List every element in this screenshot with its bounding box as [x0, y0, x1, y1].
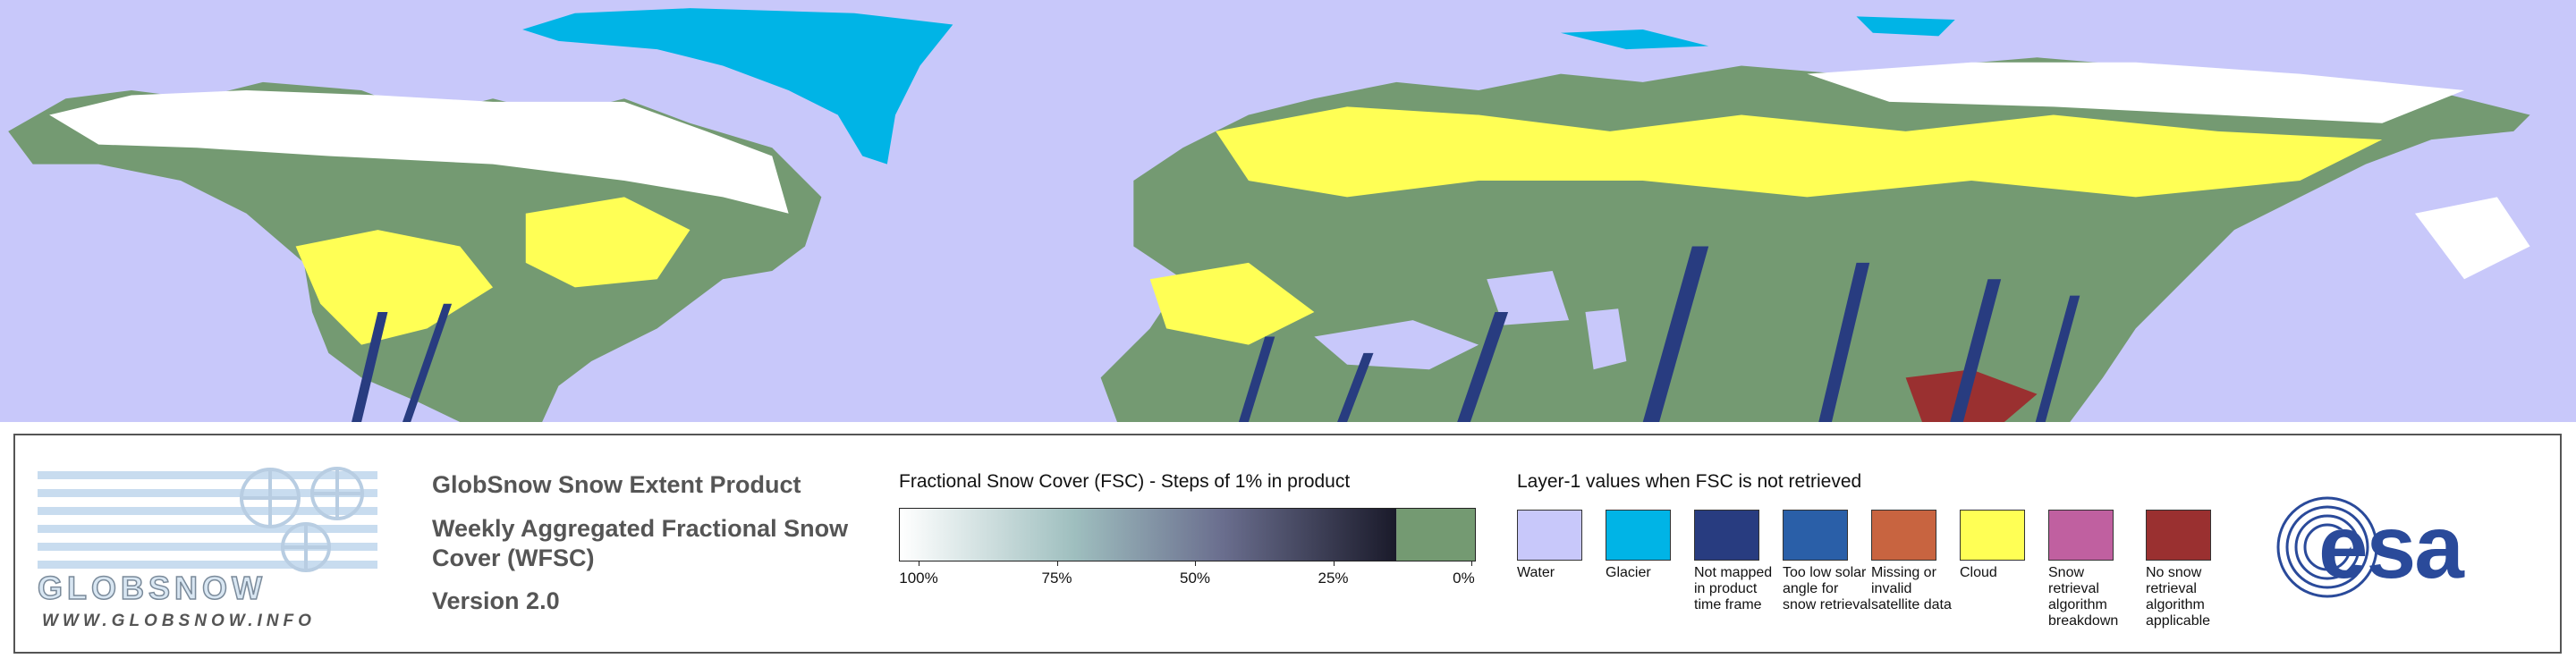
legend-panel: GLOBSNOW WWW.GLOBSNOW.INFO GlobSnow Snow…: [13, 434, 2562, 654]
legend-swatch: [1871, 510, 1936, 561]
esa-logo-graphic: [2276, 496, 2378, 598]
logo-url: WWW.GLOBSNOW.INFO: [42, 612, 316, 630]
colorbar-tick-label: 75%: [1041, 570, 1072, 587]
colorbar-tick-mark: [1471, 561, 1472, 566]
legend-swatch: [1694, 510, 1759, 561]
legend-swatch: [1783, 510, 1848, 561]
layer1-title: Layer-1 values when FSC is not retrieved: [1517, 471, 1862, 492]
legend-label: Too low solar angle for snow retrieval: [1783, 565, 1871, 612]
legend-swatch: [1517, 510, 1582, 561]
logo-graphic: [38, 467, 377, 572]
legend-swatch: [2146, 510, 2211, 561]
legend-label: Not mapped in product time frame: [1694, 565, 1773, 612]
legend-swatch: [1606, 510, 1671, 561]
legend-label: Water: [1517, 565, 1555, 580]
legend-label: No snow retrieval algorithm applicable: [2146, 565, 2211, 629]
colorbar-tick-mark: [1333, 561, 1335, 566]
product-subtitle: Weekly Aggregated Fractional Snow Cover …: [432, 515, 849, 571]
colorbar-tick-label: 25%: [1318, 570, 1349, 587]
product-title: GlobSnow Snow Extent Product: [432, 471, 801, 498]
esa-logo: esa: [2318, 497, 2464, 597]
logo-name: GLOBSNOW: [37, 569, 267, 607]
colorbar-title: Fractional Snow Cover (FSC) - Steps of 1…: [899, 471, 1351, 492]
snow-map: [0, 0, 2576, 422]
product-version: Version 2.0: [432, 587, 560, 614]
colorbar-tick-mark: [1056, 561, 1058, 566]
legend-swatch: [1960, 510, 2025, 561]
colorbar-tick-label: 0%: [1453, 570, 1475, 587]
legend-swatch: [2048, 510, 2114, 561]
colorbar-tick-mark: [1195, 561, 1196, 566]
colorbar-tick-label: 50%: [1179, 570, 1211, 587]
legend-label: Missing or invalid satellite data: [1871, 565, 1952, 612]
legend-label: Cloud: [1960, 565, 1997, 580]
legend-label: Glacier: [1606, 565, 1651, 580]
colorbar-tick-label: 100%: [899, 570, 938, 587]
colorbar: [899, 508, 1476, 561]
legend-label: Snow retrieval algorithm breakdown: [2048, 565, 2119, 629]
